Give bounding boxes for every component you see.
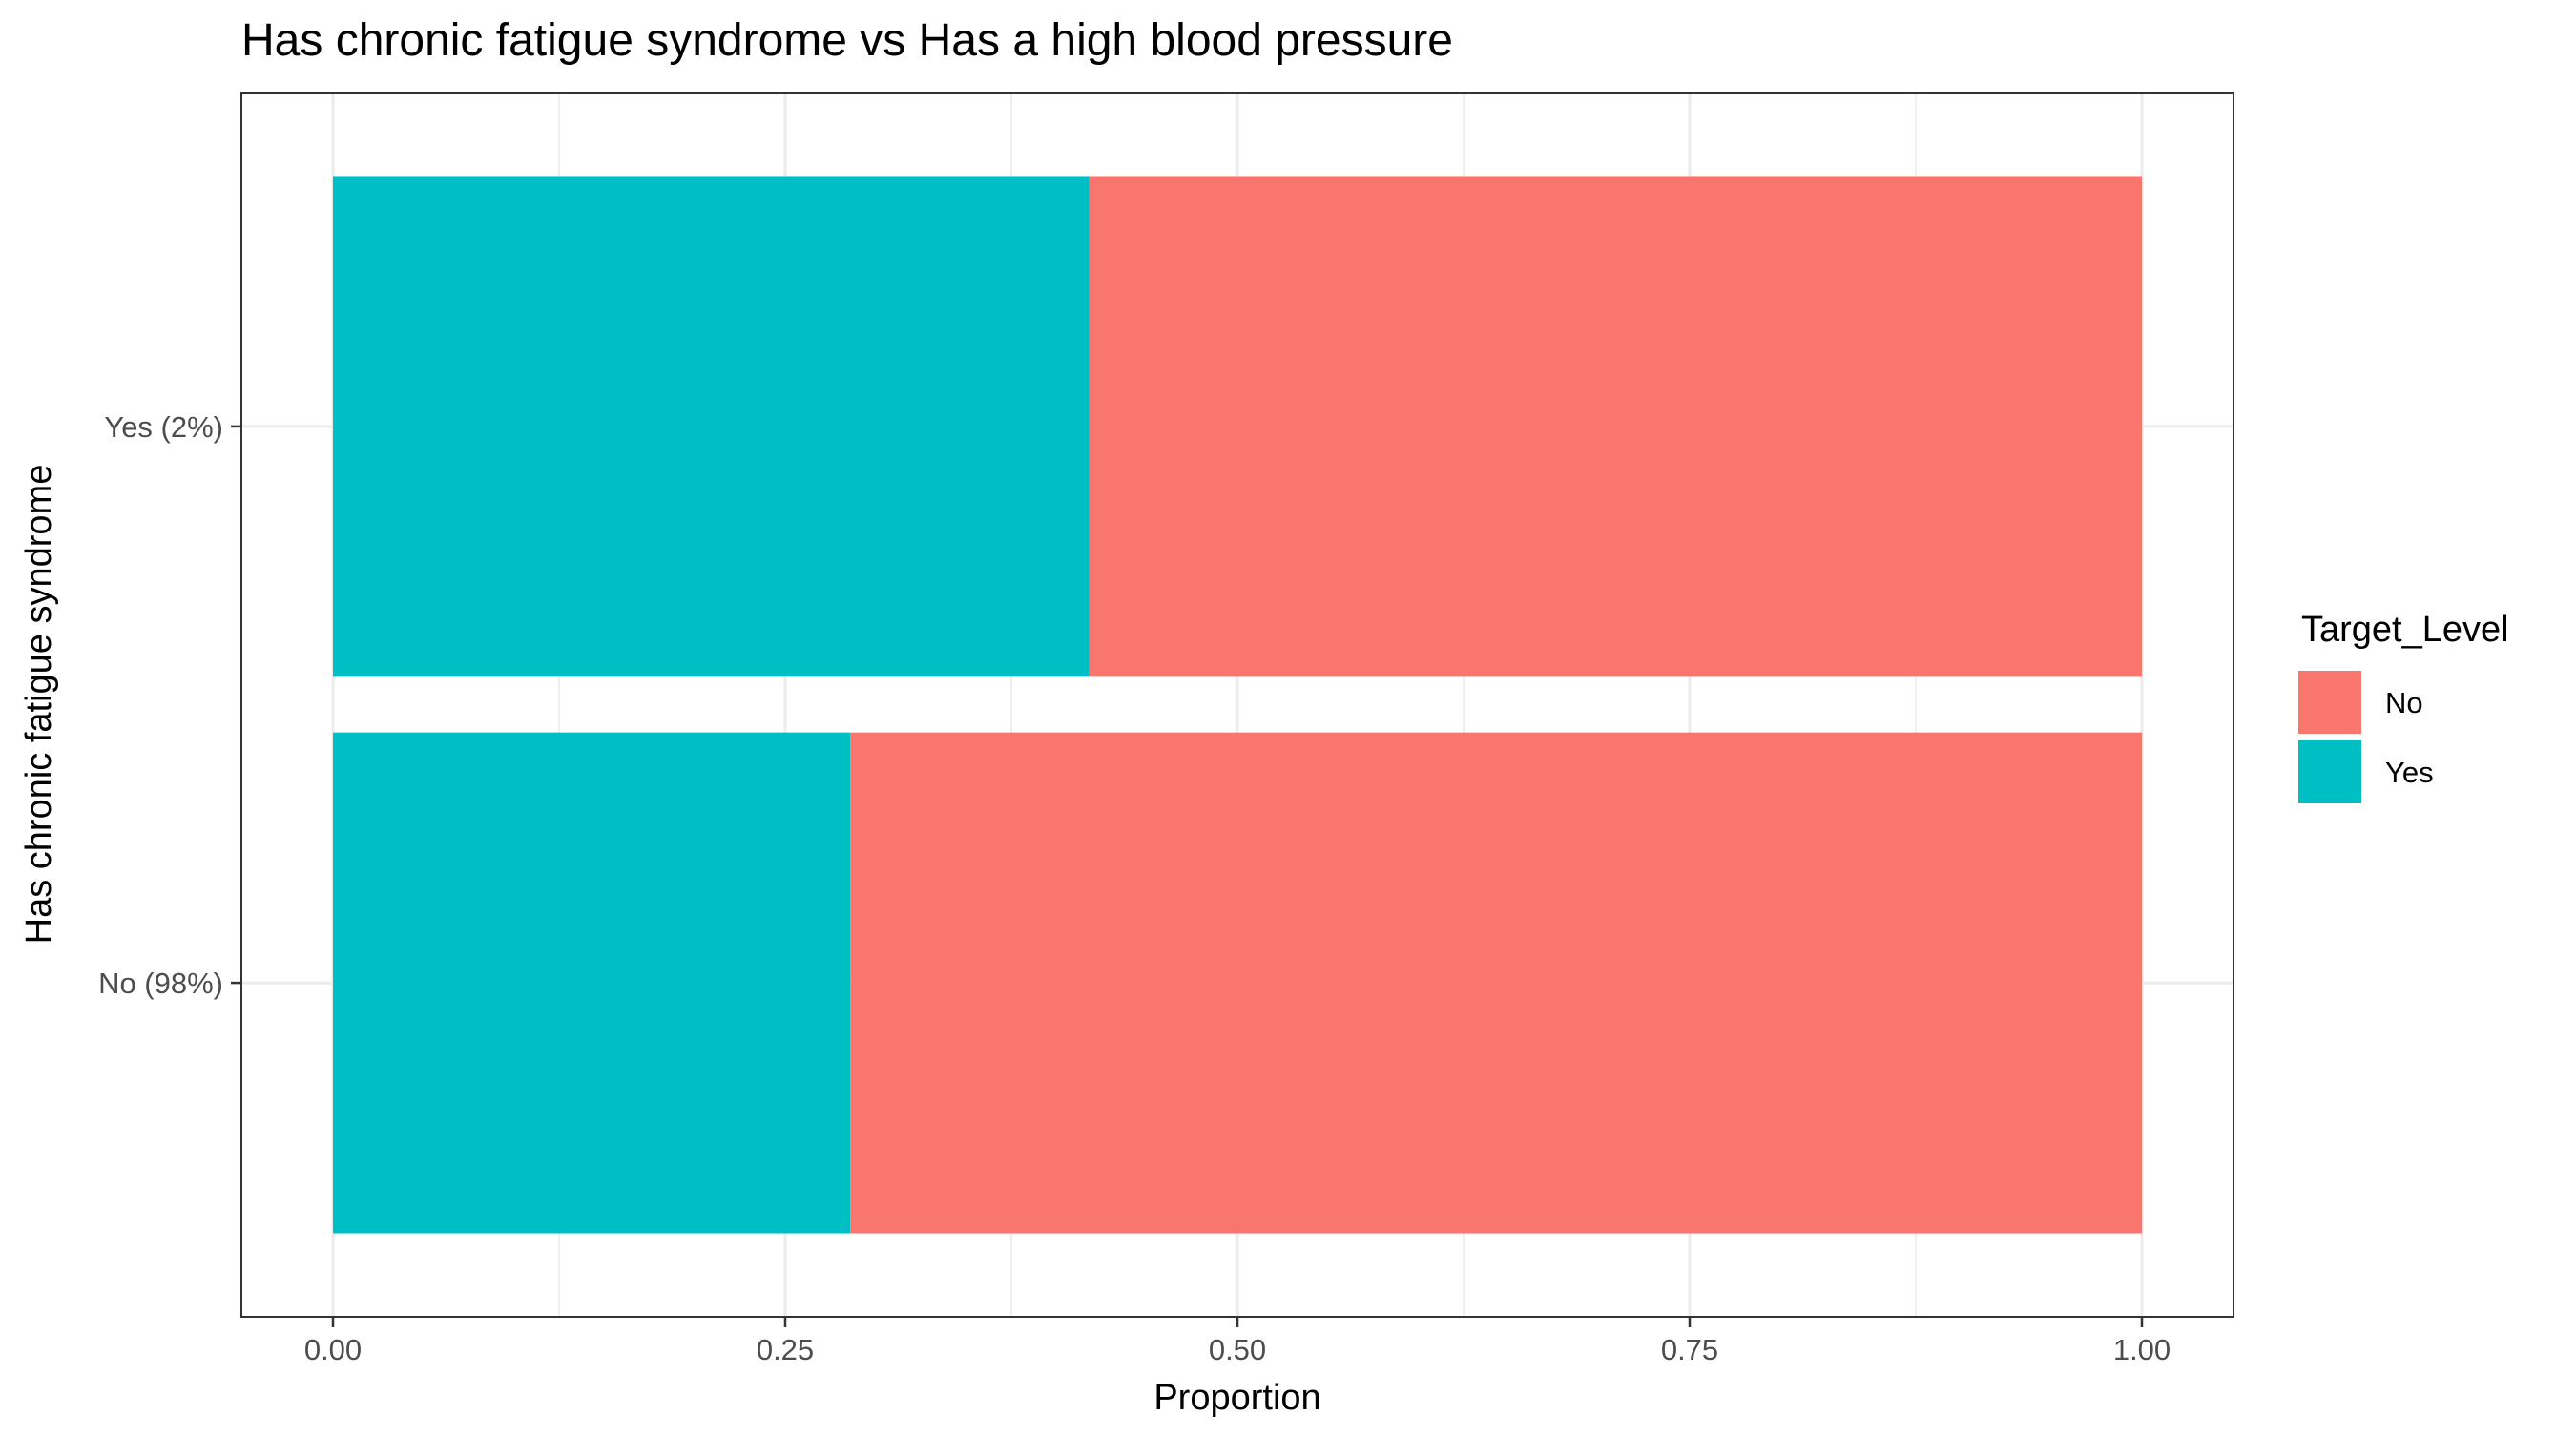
bar-segment-yes: [333, 732, 851, 1234]
bar-segment-no: [1089, 176, 2142, 677]
x-axis-title: Proportion: [1153, 1378, 1320, 1418]
legend-items: No Yes: [2298, 671, 2434, 803]
x-tick-label: 0.00: [304, 1333, 362, 1366]
chart-title: Has chronic fatigue syndrome vs Has a hi…: [241, 15, 1453, 66]
y-tick-label: No (98%): [98, 967, 223, 1000]
x-tick-label: 0.50: [1209, 1333, 1266, 1366]
bar-segment-no: [850, 732, 2142, 1234]
x-tick-label: 0.25: [757, 1333, 814, 1366]
axis-ticks: 0.00 0.25 0.50 0.75 1.00 Yes (2%) No (98%): [98, 410, 2171, 1366]
y-tick-label: Yes (2%): [104, 410, 223, 444]
legend-label-yes: Yes: [2385, 756, 2434, 789]
x-tick-label: 1.00: [2113, 1333, 2171, 1366]
legend-title: Target_Level: [2301, 610, 2509, 650]
y-axis-title: Has chronic fatigue syndrome: [19, 465, 59, 945]
bars: [333, 176, 2142, 1234]
bar-segment-yes: [333, 176, 1090, 677]
x-tick-label: 0.75: [1661, 1333, 1718, 1366]
legend-swatch-yes: [2298, 740, 2361, 803]
legend: Target_Level No Yes: [2298, 610, 2509, 803]
legend-swatch-no: [2298, 671, 2361, 734]
legend-label-no: No: [2385, 686, 2423, 719]
